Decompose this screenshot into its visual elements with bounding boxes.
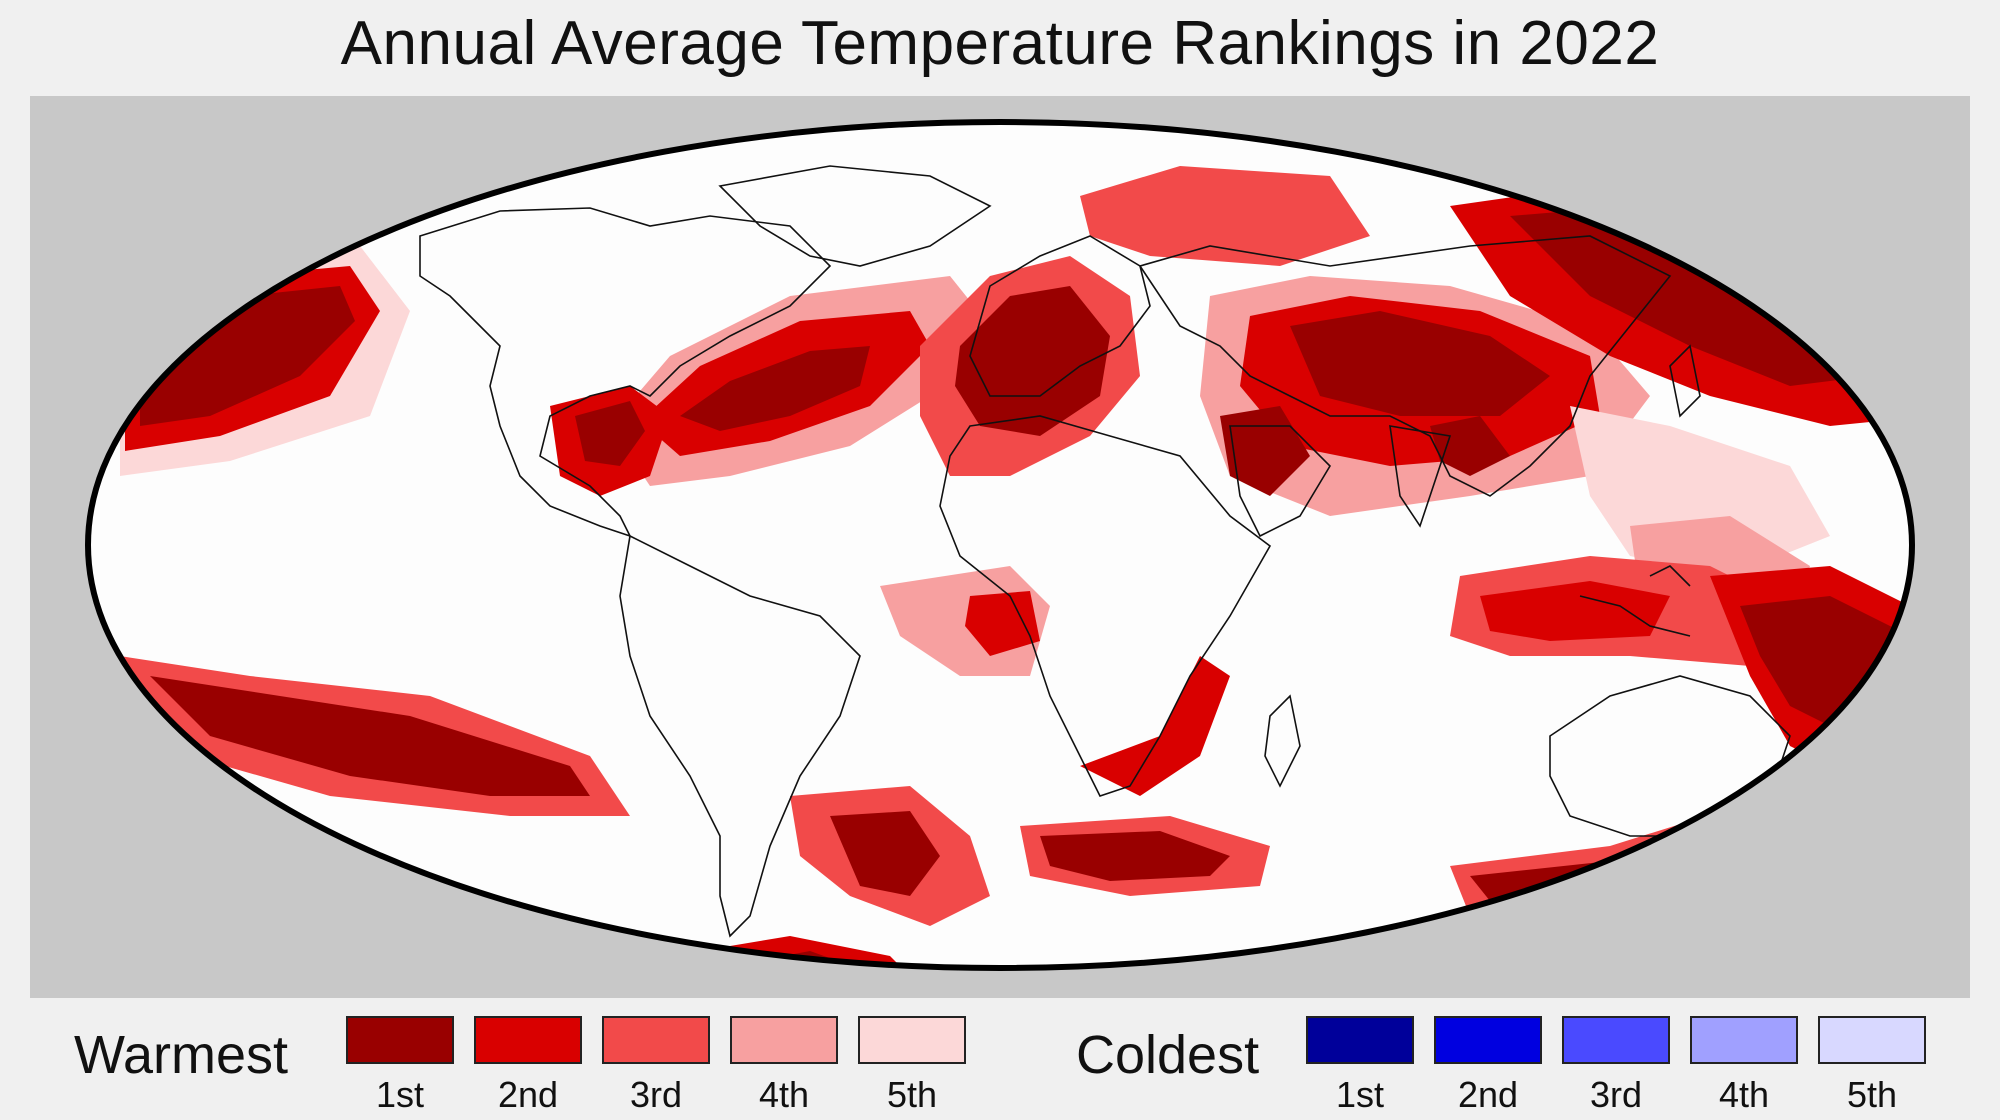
- region-india: [1430, 416, 1510, 476]
- region-agulhas: [1080, 656, 1230, 796]
- world-map: [85, 119, 1915, 971]
- region-south-indian-core: [1040, 831, 1230, 881]
- region-siberia-core: [1510, 206, 1870, 386]
- coast-japan: [1669, 344, 1701, 418]
- region-europe-core: [955, 286, 1110, 436]
- coast-indonesia: [1579, 565, 1691, 637]
- globe-outline: [85, 119, 1915, 971]
- legend-warm-swatch-2nd: [474, 1016, 582, 1064]
- legend-warm-rank-4th: 4th: [758, 1074, 810, 1115]
- coast-south-america: [619, 534, 861, 938]
- region-south-pacific-core: [150, 676, 590, 796]
- coast-africa: [939, 415, 1272, 797]
- region-ne-pacific-core: [140, 286, 355, 426]
- region-middle-east: [1220, 406, 1310, 496]
- legend-warm-rank-2nd: 2nd: [497, 1074, 559, 1115]
- region-central-asia-dark: [1290, 311, 1550, 416]
- legend-cold-swatch-4th: [1690, 1016, 1798, 1064]
- legend-warm-rank-5th: 5th: [886, 1074, 938, 1115]
- coast-north-america: [419, 207, 832, 538]
- legend-warm-swatch-5th: [858, 1016, 966, 1064]
- legend-cold-swatch-2nd: [1434, 1016, 1542, 1064]
- legend-warm-rank-1st: 1st: [375, 1074, 425, 1115]
- legend-cold-swatch-1st: [1306, 1016, 1414, 1064]
- legend-warm-swatch-4th: [730, 1016, 838, 1064]
- map-frame: [30, 96, 1970, 998]
- legend-cold-rank-5th: 5th: [1846, 1074, 1898, 1115]
- coast-arabia: [1229, 425, 1332, 538]
- region-south-atlantic-core: [965, 591, 1040, 656]
- region-indonesia-core: [1480, 581, 1670, 641]
- coast-madagascar: [1264, 694, 1301, 788]
- legend-warm-swatch-3rd: [602, 1016, 710, 1064]
- legend-cold-rank-1st: 1st: [1335, 1074, 1385, 1115]
- map-title: Annual Average Temperature Rankings in 2…: [340, 9, 1660, 78]
- coast-asia: [1138, 235, 1672, 497]
- legend-coldest-label: Coldest: [1076, 1025, 1260, 1085]
- legend-cold-swatch-5th: [1818, 1016, 1926, 1064]
- region-arctic-europe: [1080, 166, 1370, 266]
- coast-india: [1389, 425, 1452, 528]
- legend-warm-swatch-1st: [346, 1016, 454, 1064]
- legend-cold-rank-4th: 4th: [1718, 1074, 1770, 1115]
- coast-europe: [969, 235, 1151, 397]
- region-north-atlantic-dark: [680, 346, 870, 431]
- region-gulf-mexico-core: [575, 401, 645, 466]
- legend-cold-swatch-3rd: [1562, 1016, 1670, 1064]
- legend-cold-rank-3rd: 3rd: [1589, 1074, 1643, 1115]
- region-argentina-basin-core: [830, 811, 940, 896]
- warm-ranking-regions: [120, 166, 1912, 968]
- legend-warmest-label: Warmest: [74, 1025, 288, 1085]
- legend-cold-rank-2nd: 2nd: [1457, 1074, 1519, 1115]
- legend-warm-rank-3rd: 3rd: [629, 1074, 683, 1115]
- coast-greenland: [718, 165, 992, 267]
